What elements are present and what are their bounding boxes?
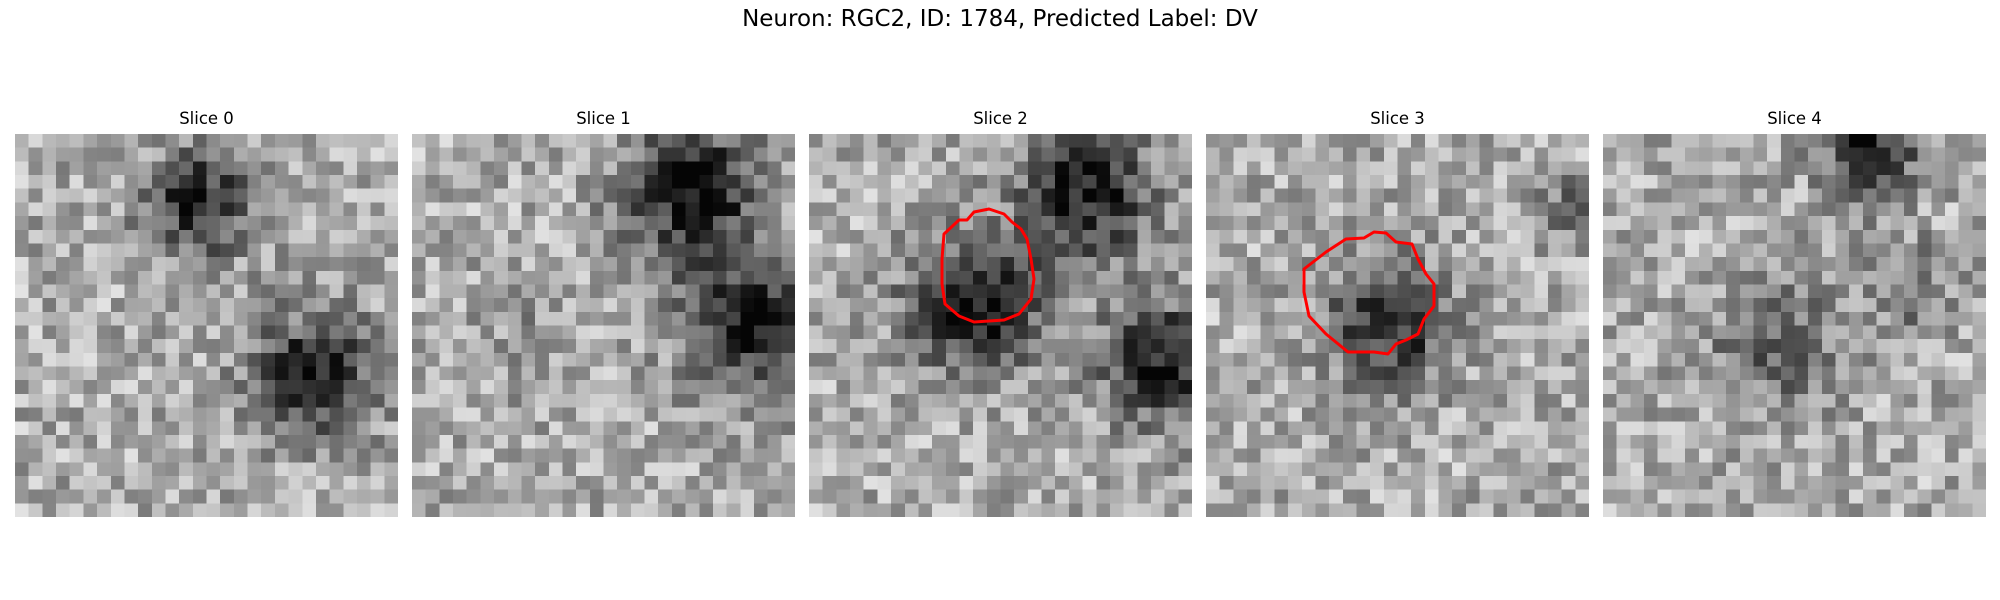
- slice-title-1: Slice 1: [412, 108, 795, 134]
- slice-panel-3: Slice 3: [1206, 108, 1589, 517]
- slice-title-2: Slice 2: [809, 108, 1192, 134]
- slice-image-3: [1206, 134, 1589, 517]
- slice-title-4: Slice 4: [1603, 108, 1986, 134]
- slice-image-4: [1603, 134, 1986, 517]
- slice-image-0: [15, 134, 398, 517]
- slice-panel-0: Slice 0: [15, 108, 398, 517]
- slice-panel-1: Slice 1: [412, 108, 795, 517]
- slice-image-2: [809, 134, 1192, 517]
- figure-title: Neuron: RGC2, ID: 1784, Predicted Label:…: [0, 6, 2000, 32]
- slice-panel-2: Slice 2: [809, 108, 1192, 517]
- slice-panel-4: Slice 4: [1603, 108, 1986, 517]
- slice-title-3: Slice 3: [1206, 108, 1589, 134]
- slice-title-0: Slice 0: [15, 108, 398, 134]
- slice-image-1: [412, 134, 795, 517]
